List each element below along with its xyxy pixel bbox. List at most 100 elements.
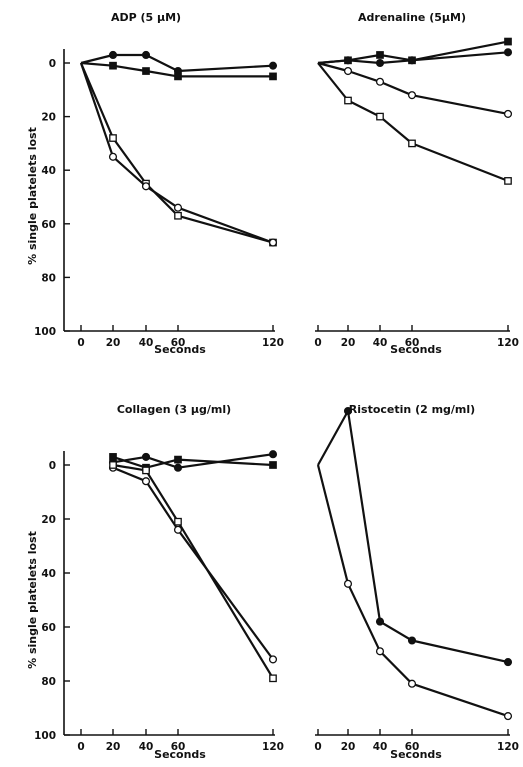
series-line xyxy=(317,62,509,182)
series-line xyxy=(316,464,509,718)
data-point xyxy=(141,182,151,191)
y-tick-label: 20 xyxy=(41,112,56,124)
series-open-circle xyxy=(108,463,278,664)
data-point xyxy=(343,406,353,416)
data-point xyxy=(108,50,118,60)
data-point xyxy=(503,712,513,721)
data-point xyxy=(109,61,117,70)
y-axis-label: % single platelets lost xyxy=(26,531,39,669)
data-point xyxy=(174,517,182,526)
data-point xyxy=(141,452,151,461)
data-point xyxy=(344,96,352,105)
data-point xyxy=(375,617,385,626)
data-point xyxy=(174,72,182,81)
data-point xyxy=(375,77,385,86)
data-point xyxy=(174,455,182,464)
data-point xyxy=(504,37,512,46)
y-tick-label: 40 xyxy=(41,568,56,580)
data-point xyxy=(376,112,384,121)
data-point xyxy=(376,51,384,59)
data-point xyxy=(109,461,117,469)
x-tick-label: 120 xyxy=(497,741,519,753)
y-tick-label: 100 xyxy=(34,326,56,338)
data-point xyxy=(343,579,353,588)
data-point xyxy=(268,238,278,247)
x-tick-label: 60 xyxy=(171,337,186,349)
data-point xyxy=(503,658,513,667)
data-point xyxy=(407,56,417,65)
x-tick-label: 120 xyxy=(262,337,284,349)
x-axis-label: Seconds xyxy=(154,343,206,356)
data-point xyxy=(108,152,118,161)
series-open-circle xyxy=(79,62,278,247)
x-tick-label: 0 xyxy=(314,337,321,349)
y-tick-label: 80 xyxy=(41,676,56,688)
y-axis-label: % single platelets lost xyxy=(26,127,39,265)
series-line xyxy=(112,453,274,469)
data-point xyxy=(504,177,512,185)
y-tick-label: 60 xyxy=(41,622,56,634)
data-point xyxy=(269,674,277,683)
data-point xyxy=(173,463,183,472)
x-tick-label: 60 xyxy=(405,337,420,349)
data-point xyxy=(407,91,417,100)
data-point xyxy=(343,56,353,65)
panel-title: Collagen (3 μg/ml) xyxy=(117,403,231,416)
data-point xyxy=(268,655,278,664)
y-tick-label: 40 xyxy=(41,165,56,177)
series-filled-square xyxy=(80,61,277,81)
x-tick-label: 20 xyxy=(341,741,356,753)
x-tick-label: 40 xyxy=(373,337,388,349)
data-point xyxy=(269,461,277,469)
series-open-square xyxy=(317,62,512,185)
y-tick-label: 0 xyxy=(49,58,56,70)
x-tick-label: 20 xyxy=(106,337,121,349)
x-tick-label: 0 xyxy=(77,337,84,349)
x-axis-label: Seconds xyxy=(154,748,206,761)
series-open-circle xyxy=(317,61,513,118)
series-filled-circle xyxy=(317,406,513,667)
y-tick-label: 20 xyxy=(41,514,56,526)
panel-title: Ristocetin (2 mg/ml) xyxy=(349,403,475,416)
y-tick-label: 80 xyxy=(41,272,56,284)
y-tick-label: 100 xyxy=(34,730,56,742)
series-open-circle xyxy=(316,464,513,721)
data-point xyxy=(141,50,151,60)
x-tick-label: 20 xyxy=(341,337,356,349)
panel-4: Ristocetin (2 mg/ml) 0 20 40 60 120 Seconds xyxy=(314,403,519,761)
data-point xyxy=(503,48,513,57)
data-point xyxy=(142,466,150,475)
x-tick-label: 20 xyxy=(106,741,121,753)
data-point xyxy=(407,679,417,688)
data-point xyxy=(375,647,385,656)
x-tick-label: 0 xyxy=(77,741,84,753)
panel-1: ADP (5 μM) 0 20 40 60 120 Seconds 0 20 40 60 80 100%… xyxy=(26,11,284,356)
x-tick-label: 60 xyxy=(171,741,186,753)
x-tick-label: 120 xyxy=(262,741,284,753)
data-point xyxy=(173,203,183,212)
x-tick-label: 40 xyxy=(139,337,154,349)
x-tick-label: 40 xyxy=(373,741,388,753)
data-point xyxy=(109,134,117,142)
panel-2: Adrenaline (5μM) 0 20 40 60 120 Seconds xyxy=(314,11,519,356)
data-point xyxy=(375,58,385,68)
data-point xyxy=(173,525,183,534)
panel-3: Collagen (3 μg/ml) 0 20 40 60 120 Seconds 0 20 40… xyxy=(26,403,284,761)
series-line xyxy=(112,466,274,661)
panel-title: ADP (5 μM) xyxy=(111,11,181,24)
panel-title: Adrenaline (5μM) xyxy=(358,11,466,24)
data-point xyxy=(174,211,182,220)
series-line xyxy=(112,455,274,469)
data-point xyxy=(268,61,278,70)
x-tick-label: 40 xyxy=(139,741,154,753)
series-line xyxy=(317,409,509,664)
data-point xyxy=(343,66,353,76)
data-point xyxy=(408,139,416,148)
x-tick-label: 0 xyxy=(314,741,321,753)
data-point xyxy=(269,72,277,81)
data-point xyxy=(407,636,417,645)
x-axis-label: Seconds xyxy=(390,343,442,356)
data-point xyxy=(141,477,151,486)
data-point xyxy=(503,109,513,118)
